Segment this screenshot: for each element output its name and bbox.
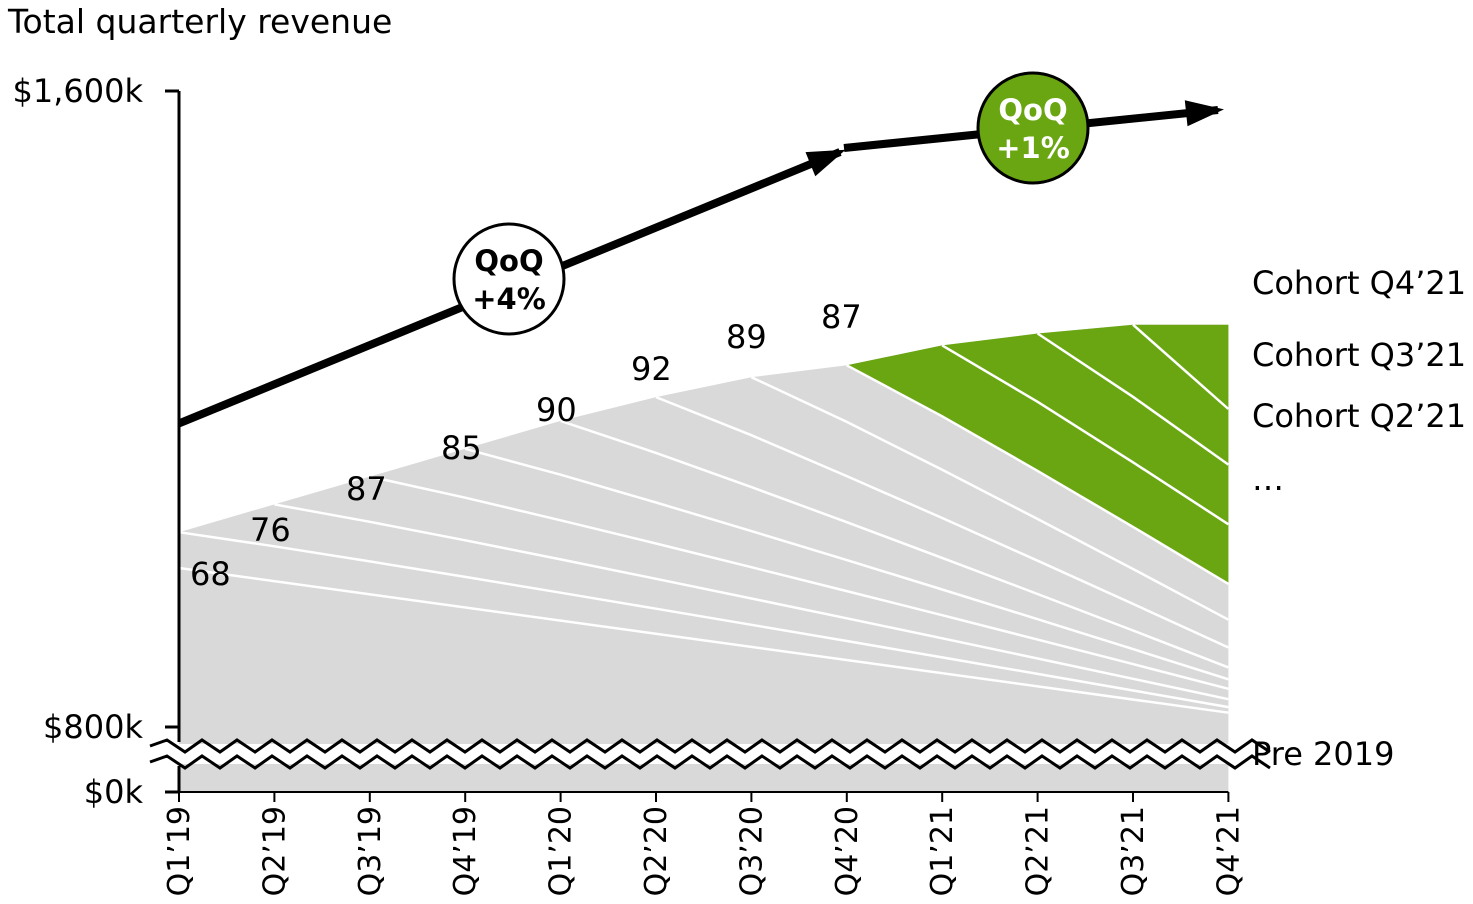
new-2021-cohorts-area	[846, 324, 1229, 584]
x-tick-label: Q1’21	[925, 806, 960, 896]
x-tick-label: Q4’20	[830, 806, 865, 896]
stacked-areas	[179, 324, 1229, 792]
cohort-legend-label: Cohort Q3’21	[1252, 336, 1466, 374]
cohort-line	[1036, 332, 1230, 466]
cohort-value-label: 87	[821, 298, 862, 336]
axis-break-zigzag	[149, 754, 1271, 770]
chart-title: Total quarterly revenue	[8, 2, 393, 41]
y-tick-label: $800k	[43, 708, 143, 746]
cohort-value-label: 68	[190, 555, 231, 593]
cohort-line	[941, 344, 1230, 526]
x-tick-label: Q3’19	[353, 806, 388, 896]
x-tick-label: Q4’19	[448, 806, 483, 896]
cohort-legend-label: …	[1252, 460, 1284, 498]
cohort-line	[369, 475, 1229, 691]
qoq-badge-line2: +1%	[996, 131, 1070, 165]
qoq-badges: QoQ +4% QoQ +1%	[452, 71, 1090, 336]
y-axis: $1,600k $800k $0k	[13, 72, 1229, 811]
cohort-line	[1132, 323, 1230, 410]
trend-arrow-2021-head	[1184, 100, 1224, 127]
x-tick-label: Q2’19	[257, 806, 292, 896]
qoq-badge	[976, 71, 1090, 185]
y-tick-label: $1,600k	[13, 72, 144, 110]
pre2019-label: Pre 2019	[1252, 735, 1394, 773]
cohort-value-label: 89	[726, 318, 767, 356]
pre2019-boundary	[178, 566, 1229, 714]
cohort-value-label: 90	[536, 391, 577, 429]
y-tick-label: $0k	[84, 773, 144, 811]
cohort-line	[560, 419, 1229, 669]
x-tick-label: Q4’21	[1211, 806, 1246, 896]
axis-break-zigzag	[149, 738, 1271, 754]
cohort-legend-label: Cohort Q2’21	[1252, 397, 1466, 435]
cohort-line	[274, 503, 1229, 701]
cohort-boundaries	[178, 323, 1230, 714]
cohort-value-label: 92	[631, 350, 672, 388]
x-tick-label: Q2’21	[1021, 806, 1056, 896]
qoq-badge-line2: +4%	[472, 282, 546, 316]
trend-arrow-2019-2020-head	[805, 149, 846, 177]
cohort-line	[178, 530, 1229, 709]
cohort-line	[655, 395, 1229, 649]
qoq-badge	[452, 222, 566, 336]
cohort-value-label: 99	[918, 286, 959, 324]
x-tick-label: Q3’20	[734, 806, 769, 896]
x-tick-label: Q1’20	[544, 806, 579, 896]
x-tick-label: Q2’20	[639, 806, 674, 896]
cohort-line	[464, 447, 1229, 681]
cohort-line	[846, 364, 1230, 585]
x-axis-labels: Q1’19 Q2’19 Q3’19 Q4’19 Q1’20 Q2’20 Q3’20 Q4’20…	[162, 792, 1246, 896]
cohort-values: 68 76 87 85 90 92 89 87 99 103 107	[190, 263, 1159, 593]
qoq-badge-line1: QoQ	[998, 93, 1067, 127]
existing-revenue-area	[179, 324, 1229, 792]
cohort-legend: Cohort Q4’21 Cohort Q3’21 Cohort Q2’21 … Pre…	[1252, 264, 1466, 773]
axis-break	[149, 738, 1271, 770]
cohort-value-label: 107	[1098, 263, 1159, 301]
cohort-value-label: 87	[346, 470, 387, 508]
cohort-value-label: 103	[1002, 276, 1063, 314]
x-tick-label: Q3’21	[1116, 806, 1151, 896]
cohort-value-label: 85	[441, 429, 482, 467]
qoq-badge-line1: QoQ	[474, 244, 543, 278]
cohort-line	[750, 376, 1229, 621]
x-tick-label: Q1’19	[162, 806, 197, 896]
cohort-legend-label: Cohort Q4’21	[1252, 264, 1466, 302]
cohort-value-label: 76	[250, 511, 291, 549]
